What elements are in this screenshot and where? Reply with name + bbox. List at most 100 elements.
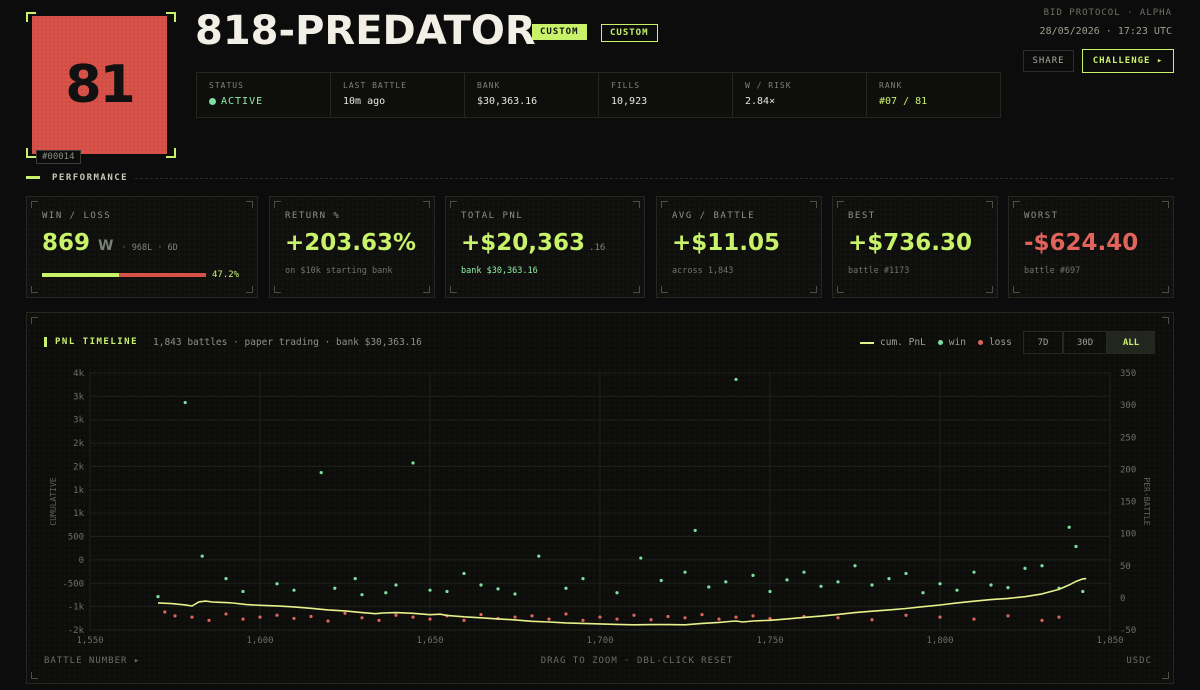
y-left-tick-label: -1k bbox=[68, 603, 85, 613]
loss-point bbox=[615, 617, 619, 621]
stat-label: W / RISK bbox=[745, 81, 792, 90]
stat-label: LAST BATTLE bbox=[343, 81, 407, 90]
loss-point bbox=[343, 611, 347, 615]
card-label: RETURN % bbox=[285, 211, 341, 221]
loss-point bbox=[938, 615, 942, 619]
win-point bbox=[360, 593, 364, 597]
win-point bbox=[479, 583, 483, 587]
share-button[interactable]: SHARE bbox=[1023, 50, 1074, 72]
win-point bbox=[564, 586, 568, 590]
legend-loss-dot-icon bbox=[977, 340, 983, 345]
win-rate-pct: 47.2% bbox=[212, 270, 240, 280]
loss-point bbox=[683, 616, 687, 620]
chart-legend: cum. PnL win loss bbox=[860, 337, 1012, 348]
loss-point bbox=[870, 618, 874, 622]
stat-label: BANK bbox=[477, 81, 501, 90]
stat-label: RANK bbox=[879, 81, 903, 90]
loss-point bbox=[734, 615, 738, 619]
y-left-tick-label: 1k bbox=[73, 486, 84, 496]
card-best: BEST +$736.30 battle #1173 bbox=[832, 196, 998, 298]
tag-badge: CUSTOM bbox=[532, 24, 587, 40]
win-point bbox=[581, 577, 585, 581]
win-point bbox=[802, 570, 806, 574]
win-point bbox=[428, 588, 432, 592]
agent-avatar: 81 bbox=[32, 16, 167, 154]
win-point bbox=[241, 589, 245, 594]
tag-badge: CUSTOM bbox=[601, 24, 658, 42]
card-value: +$11.05 bbox=[672, 230, 781, 256]
pnl-chart[interactable]: 1,550 1,600 1,650 1,700 1,750 1,800 1,850 4k 3k 3… bbox=[26, 312, 1174, 684]
x-tick-label: 1,800 bbox=[926, 636, 953, 646]
loss-point bbox=[972, 617, 976, 621]
win-point bbox=[819, 584, 823, 588]
win-point bbox=[724, 580, 728, 584]
win-point bbox=[683, 570, 687, 574]
stats-bar: STATUS ACTIVE LAST BATTLE 10m ago BANK $… bbox=[196, 72, 1001, 118]
win-point bbox=[292, 588, 296, 592]
loss-point bbox=[598, 615, 602, 619]
loss-point bbox=[394, 613, 398, 617]
wins-count: 869 bbox=[42, 230, 91, 256]
y-right-tick-label: 350 bbox=[1120, 369, 1136, 379]
frame-corner bbox=[166, 148, 176, 158]
loss-point bbox=[1006, 614, 1010, 618]
card-avg-battle: AVG / BATTLE +$11.05 across 1,843 bbox=[656, 196, 822, 298]
left-axis-title: CUMULATIVE bbox=[49, 477, 58, 525]
loss-point bbox=[530, 614, 534, 618]
x-tick-label: 1,750 bbox=[756, 636, 783, 646]
card-label: WIN / LOSS bbox=[42, 211, 112, 221]
y-right-tick-label: 250 bbox=[1120, 433, 1136, 443]
loss-point bbox=[207, 618, 211, 622]
card-total-pnl: TOTAL PNL +$20,363.16 bank $30,363.16 bbox=[445, 196, 645, 298]
loss-point bbox=[479, 612, 483, 617]
frame-corner bbox=[26, 148, 36, 158]
win-point bbox=[836, 580, 840, 584]
win-point bbox=[275, 582, 279, 586]
frame-corner bbox=[166, 12, 176, 22]
win-point bbox=[785, 578, 789, 582]
loss-point bbox=[513, 615, 517, 619]
card-worst: WORST -$624.40 battle #697 bbox=[1008, 196, 1174, 298]
stat-value: 10,923 bbox=[611, 96, 648, 107]
win-point bbox=[639, 556, 643, 560]
range-7d-button[interactable]: 7D bbox=[1023, 331, 1063, 354]
win-point bbox=[384, 591, 388, 595]
chart-hint: DRAG TO ZOOM · DBL-CLICK RESET bbox=[541, 656, 734, 666]
stat-fills: FILLS 10,923 bbox=[599, 73, 733, 117]
loss-point bbox=[904, 613, 908, 617]
y-right-tick-label: 150 bbox=[1120, 498, 1136, 508]
x-tick-label: 1,600 bbox=[246, 636, 273, 646]
card-sub: battle #1173 bbox=[848, 266, 910, 276]
win-point bbox=[768, 589, 772, 594]
loss-draw-count: · 968L · 6D bbox=[121, 243, 178, 253]
unit-label: USDC bbox=[1126, 656, 1152, 666]
y-right-tick-label: 200 bbox=[1120, 465, 1136, 475]
loss-point bbox=[751, 614, 755, 618]
card-value: 869 W · 968L · 6D bbox=[42, 230, 242, 256]
win-point bbox=[659, 578, 663, 583]
card-value: +$736.30 bbox=[848, 230, 973, 256]
win-point bbox=[353, 577, 357, 581]
win-rate-bar bbox=[42, 273, 206, 277]
card-sub: on $10k starting bank bbox=[285, 266, 393, 276]
loss-point bbox=[1057, 615, 1061, 619]
y-left-tick-label: 0 bbox=[79, 556, 84, 566]
range-30d-button[interactable]: 30D bbox=[1063, 331, 1107, 354]
loss-point bbox=[258, 615, 262, 619]
loss-point bbox=[462, 618, 466, 622]
stat-bank: BANK $30,363.16 bbox=[465, 73, 599, 117]
stat-status: STATUS ACTIVE bbox=[197, 73, 331, 117]
loss-point bbox=[717, 617, 721, 621]
status-dot-icon bbox=[209, 97, 216, 105]
loss-point bbox=[411, 615, 415, 619]
range-all-button[interactable]: ALL bbox=[1107, 331, 1155, 354]
win-point bbox=[734, 377, 738, 382]
x-axis-label: BATTLE NUMBER ▸ bbox=[44, 656, 140, 666]
win-point bbox=[319, 470, 323, 475]
y-right-tick-label: 300 bbox=[1120, 401, 1136, 411]
y-left-tick-label: 1k bbox=[73, 509, 84, 519]
win-point bbox=[462, 571, 466, 576]
win-point bbox=[333, 586, 337, 590]
card-sub: battle #697 bbox=[1024, 266, 1081, 276]
challenge-button[interactable]: CHALLENGE ▸ bbox=[1082, 49, 1174, 73]
